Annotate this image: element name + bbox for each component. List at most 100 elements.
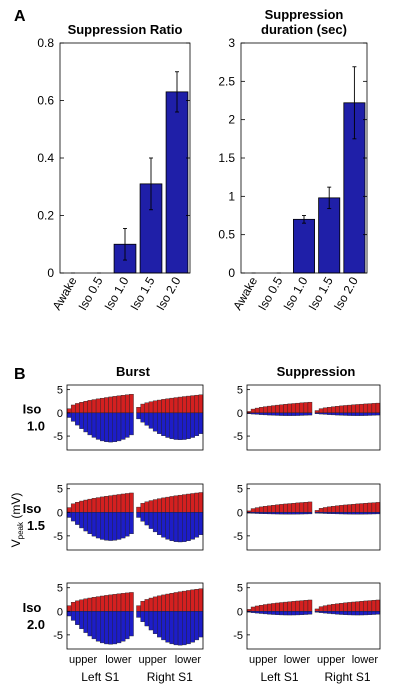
suppression-column-title: Suppression xyxy=(277,364,356,379)
positive-bar xyxy=(75,403,80,414)
negative-bar xyxy=(258,412,264,415)
x-tick-label: lower xyxy=(105,654,132,666)
negative-bar xyxy=(287,512,292,515)
negative-bar xyxy=(375,611,381,615)
positive-bar xyxy=(91,597,97,612)
negative-bar xyxy=(161,611,166,641)
positive-bar xyxy=(295,600,301,612)
positive-bar xyxy=(322,605,328,612)
positive-bar xyxy=(140,601,146,612)
positive-bar xyxy=(177,494,183,513)
positive-bar xyxy=(299,502,305,513)
axes-box xyxy=(66,582,204,650)
negative-bar xyxy=(271,512,276,515)
positive-bar xyxy=(161,594,166,612)
burst-column-title: Burst xyxy=(116,364,151,379)
negative-bar xyxy=(100,611,105,644)
positive-bar xyxy=(148,500,154,513)
axes-box xyxy=(246,582,381,650)
positive-bar xyxy=(70,404,76,414)
negative-bar xyxy=(275,412,280,416)
negative-bar xyxy=(144,512,150,526)
positive-bar xyxy=(129,394,134,414)
positive-bar xyxy=(169,496,175,513)
negative-bar xyxy=(91,412,97,438)
negative-bar xyxy=(299,611,305,615)
negative-bar xyxy=(186,611,191,645)
positive-bar xyxy=(326,506,332,513)
y-tick-label: 0 xyxy=(228,266,235,280)
negative-bar xyxy=(331,412,336,416)
positive-bar xyxy=(120,395,126,414)
positive-bar xyxy=(194,394,200,414)
region-label: Right S1 xyxy=(324,670,370,684)
bar xyxy=(318,197,341,274)
positive-bar xyxy=(194,589,200,612)
bar xyxy=(293,218,315,274)
y-tick-label: 0 xyxy=(57,606,63,618)
negative-bar xyxy=(303,412,309,416)
positive-bar xyxy=(291,403,296,414)
positive-bar xyxy=(190,395,195,414)
negative-bar xyxy=(307,611,313,615)
negative-bar xyxy=(339,611,344,615)
positive-bar xyxy=(198,492,204,513)
negative-bar xyxy=(129,412,134,436)
positive-bar xyxy=(83,598,88,612)
positive-bar xyxy=(271,603,276,612)
positive-bar xyxy=(343,602,348,612)
positive-bar xyxy=(152,400,158,414)
positive-bar xyxy=(371,600,377,612)
y-tick-label: 0 xyxy=(237,507,243,519)
panel-b-letter: B xyxy=(14,366,26,383)
positive-bar xyxy=(177,591,183,612)
y-tick-label: 5 xyxy=(57,385,63,397)
negative-bar xyxy=(367,412,373,416)
positive-bar xyxy=(83,499,88,513)
positive-bar xyxy=(140,403,146,414)
negative-bar xyxy=(177,512,183,543)
negative-bar xyxy=(347,512,352,515)
negative-bar xyxy=(95,611,101,642)
x-tick-label: Iso 1.5 xyxy=(127,274,157,312)
axes-box xyxy=(66,384,204,451)
negative-bar xyxy=(83,611,88,633)
negative-bar xyxy=(129,611,134,637)
negative-bar xyxy=(359,512,364,515)
positive-bar xyxy=(186,590,191,612)
positive-bar xyxy=(95,398,101,414)
y-tick-label: -5 xyxy=(233,531,243,543)
panel-a-letter: A xyxy=(14,8,26,25)
negative-bar xyxy=(335,611,340,615)
positive-bar xyxy=(136,407,141,414)
positive-bar xyxy=(335,505,340,513)
negative-bar xyxy=(283,611,288,616)
negative-bar xyxy=(83,412,88,433)
positive-bar xyxy=(108,495,113,513)
negative-bar xyxy=(91,611,97,640)
y-tick-label: 5 xyxy=(57,484,63,496)
negative-bar xyxy=(351,412,356,416)
positive-bar xyxy=(318,606,324,612)
negative-bar xyxy=(140,412,146,423)
positive-bar xyxy=(303,502,309,513)
positive-bar xyxy=(263,406,268,414)
positive-bar xyxy=(271,505,276,513)
row-label: 1.5 xyxy=(27,518,45,533)
region-label: Right S1 xyxy=(147,670,193,684)
positive-bar xyxy=(295,402,301,414)
negative-bar xyxy=(75,611,80,625)
x-tick-label: lower xyxy=(284,654,311,666)
negative-bar xyxy=(120,611,126,642)
negative-bar xyxy=(326,611,332,614)
negative-bar xyxy=(75,412,80,426)
negative-bar xyxy=(124,512,130,537)
chart-title: duration (sec) xyxy=(261,22,347,37)
negative-bar xyxy=(314,512,320,514)
positive-bar xyxy=(314,410,320,414)
negative-bar xyxy=(152,611,158,634)
positive-bar xyxy=(287,601,292,612)
positive-bar xyxy=(267,505,272,513)
negative-bar xyxy=(287,412,292,416)
positive-bar xyxy=(258,604,264,612)
